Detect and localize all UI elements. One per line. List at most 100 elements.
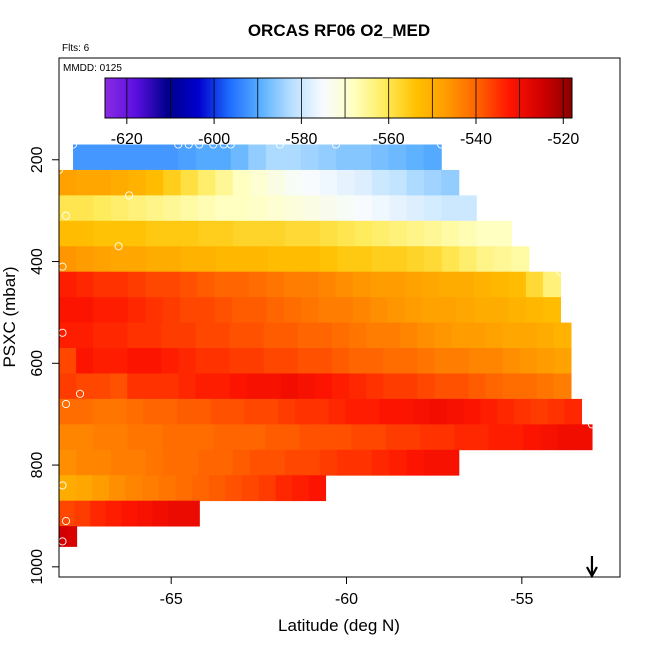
heatmap-cell — [195, 348, 214, 374]
heatmap-cell — [152, 500, 169, 527]
heatmap-cell — [385, 424, 404, 451]
heatmap-cell — [59, 500, 76, 527]
heatmap-cell — [519, 373, 538, 400]
heatmap-cell — [417, 348, 436, 374]
heatmap-cell — [229, 322, 248, 349]
heatmap-cell — [282, 424, 301, 451]
heatmap-cell — [158, 475, 177, 502]
flight-point — [275, 140, 284, 149]
heatmap-cell — [366, 322, 384, 349]
heatmap-cell — [125, 475, 143, 502]
heatmap-cell — [214, 297, 233, 323]
x-axis-label: Latitude (deg N) — [278, 616, 400, 635]
heatmap-cell — [246, 373, 265, 400]
heatmap-cell — [232, 220, 251, 247]
heatmap-cell — [332, 373, 350, 400]
heatmap-cell — [292, 475, 310, 502]
heatmap-cell — [406, 169, 425, 196]
heatmap-cell — [441, 169, 460, 196]
flight-point — [587, 420, 597, 429]
heatmap-cell — [536, 373, 555, 400]
heatmap-cell — [93, 169, 112, 196]
heatmap-cell — [420, 424, 438, 451]
heatmap-cell — [128, 449, 147, 476]
heatmap-cell — [543, 271, 561, 298]
heatmap-cell — [328, 398, 347, 425]
heatmap-cell — [110, 348, 128, 374]
heatmap-cell — [473, 271, 492, 298]
flight-point — [184, 140, 193, 149]
heatmap-cell — [249, 271, 268, 298]
heatmap-cell — [471, 424, 490, 451]
heatmap-cell — [76, 322, 94, 349]
heatmap-cell — [536, 322, 555, 349]
heatmap-cell — [250, 449, 269, 476]
heatmap-cell — [366, 348, 384, 374]
heatmap-cell — [210, 398, 229, 425]
heatmap-cell — [297, 348, 316, 374]
x-tick-label: -55 — [510, 591, 533, 608]
heatmap-cell — [249, 297, 268, 323]
heatmap-cell — [434, 322, 453, 349]
heatmap-cell — [371, 449, 390, 476]
heatmap-cell — [232, 195, 251, 222]
heatmap-cell — [400, 322, 418, 349]
heatmap-cell — [93, 220, 112, 247]
heatmap-cell — [514, 398, 532, 425]
heatmap-cell — [198, 220, 217, 247]
heatmap-cell — [105, 500, 122, 527]
heatmap-cell — [283, 144, 302, 171]
heatmap-cell — [297, 322, 316, 349]
heatmap-cell — [111, 169, 130, 196]
heatmap-cell — [406, 144, 425, 171]
heatmap-cell — [412, 398, 431, 425]
heatmap-cell — [93, 195, 112, 222]
heatmap-cell — [299, 424, 318, 451]
heatmap-cell — [198, 195, 217, 222]
flight-points — [54, 140, 597, 546]
colorbar-tick-label: -580 — [285, 131, 317, 148]
heatmap-cell — [180, 297, 198, 323]
heatmap-cell — [335, 271, 354, 298]
heatmap-cell — [128, 297, 147, 323]
heatmap-cell — [404, 297, 423, 323]
heatmap-cell — [76, 373, 94, 400]
colorbar-tick-label: -540 — [460, 131, 492, 148]
heatmap-cell — [439, 297, 458, 323]
heatmap-cell — [423, 449, 442, 476]
heatmap-cell — [73, 144, 92, 171]
heatmap-cell — [308, 475, 327, 502]
flight-point — [331, 140, 341, 149]
heatmap-cell — [246, 348, 265, 374]
flight-point — [68, 140, 78, 149]
y-axis-label: PSXC (mbar) — [0, 266, 19, 367]
heatmap-cell — [314, 322, 333, 349]
heatmap-cell — [302, 246, 321, 273]
heatmap-cell — [128, 195, 147, 222]
heatmap-cell — [59, 449, 77, 476]
heatmap-cell — [125, 144, 144, 171]
heatmap-cell — [162, 424, 180, 451]
heatmap-cell — [180, 169, 199, 196]
heatmap-cell — [388, 144, 407, 171]
heatmap-cell — [75, 398, 94, 425]
heatmap-cell — [180, 220, 199, 247]
heatmap-cell — [485, 322, 504, 349]
heatmap-cell — [144, 373, 162, 400]
heatmap-cell — [110, 297, 129, 323]
x-tick-label: -60 — [335, 591, 358, 608]
heatmap-cell — [110, 271, 129, 298]
heatmap-cell — [311, 398, 330, 425]
heatmap-cell — [144, 348, 162, 374]
heatmap-cell — [473, 297, 492, 323]
heatmap-cell — [302, 169, 321, 196]
heatmap-cell — [267, 220, 286, 247]
heatmap-cell — [530, 398, 549, 425]
heatmap-cell — [248, 424, 266, 451]
heatmap-cell — [451, 322, 470, 349]
heatmap-cell — [352, 271, 371, 298]
heatmap-cell — [67, 526, 78, 547]
heatmap-cell — [468, 322, 487, 349]
heatmap-cell — [126, 398, 144, 425]
heatmap-cell — [302, 449, 321, 476]
